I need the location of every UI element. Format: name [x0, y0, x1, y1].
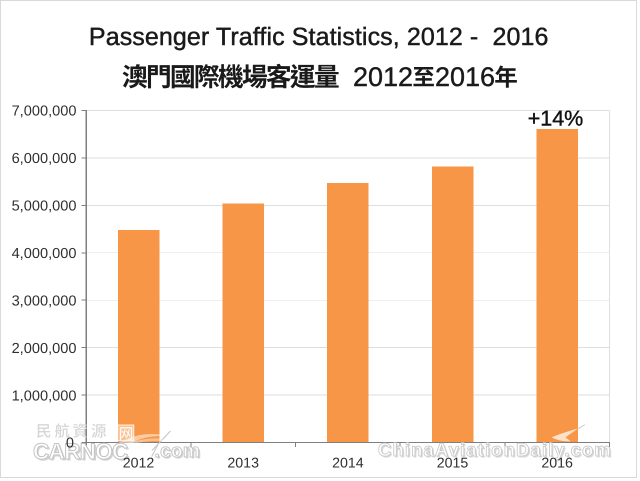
svg-text:2014: 2014 [332, 456, 364, 472]
svg-text:CARNOC: CARNOC [33, 439, 128, 464]
svg-text:.com: .com [156, 442, 202, 463]
svg-text:4,000,000: 4,000,000 [12, 246, 77, 262]
svg-text:3,000,000: 3,000,000 [12, 293, 77, 309]
svg-text:2015: 2015 [437, 456, 469, 472]
svg-text:Passenger Traffic Statistics,: Passenger Traffic Statistics, 2012 - 201… [89, 23, 549, 51]
svg-text:2012: 2012 [353, 62, 413, 92]
svg-text:5,000,000: 5,000,000 [12, 199, 77, 215]
svg-text:7,000,000: 7,000,000 [12, 104, 77, 120]
svg-text:+14%: +14% [528, 106, 584, 130]
svg-text:6,000,000: 6,000,000 [12, 151, 77, 167]
svg-text:2016: 2016 [435, 62, 495, 92]
svg-text:2,000,000: 2,000,000 [12, 341, 77, 357]
svg-text:.com: .com [155, 441, 201, 462]
svg-text:2013: 2013 [227, 456, 259, 472]
svg-text:0: 0 [66, 436, 74, 452]
svg-text:ChinaAviationDaily.com: ChinaAviationDaily.com [380, 440, 614, 461]
svg-text:1,000,000: 1,000,000 [12, 388, 77, 404]
svg-text:2016: 2016 [541, 456, 573, 472]
svg-text:CARNOC: CARNOC [35, 441, 130, 466]
svg-text:ChinaAviationDaily.com: ChinaAviationDaily.com [378, 439, 612, 460]
svg-text:2012: 2012 [123, 456, 155, 472]
